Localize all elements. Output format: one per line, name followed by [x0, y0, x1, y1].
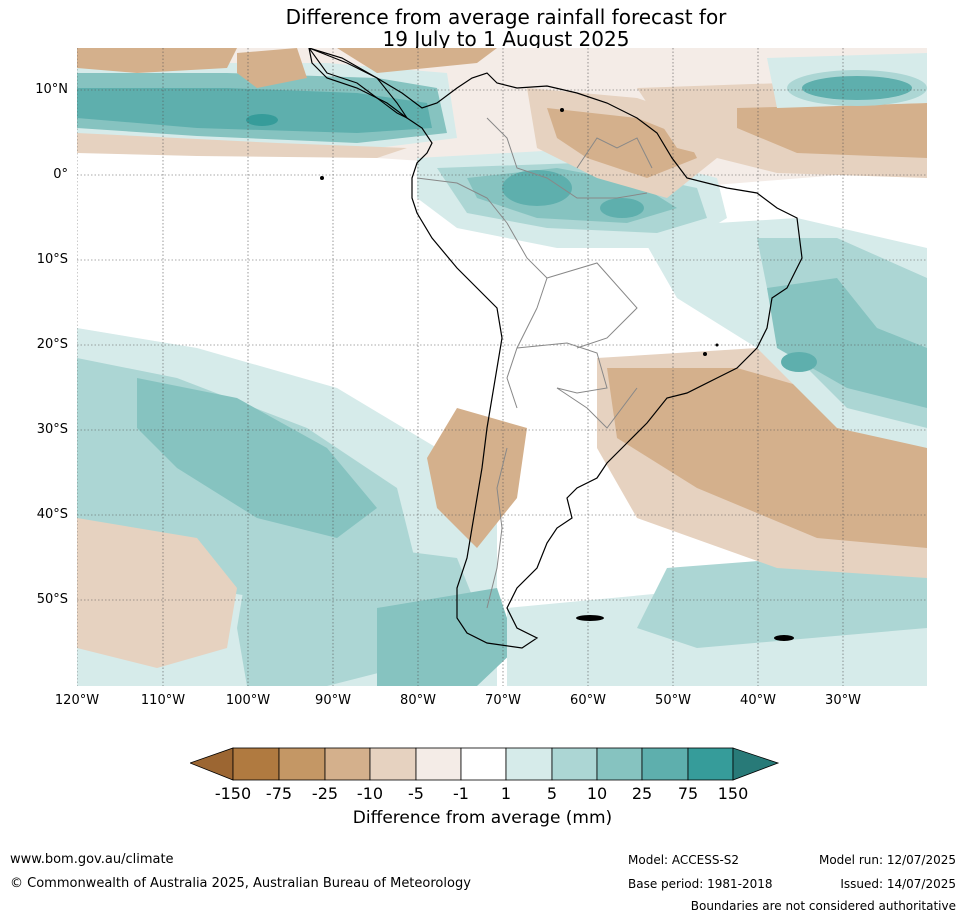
footer-copyright: © Commonwealth of Australia 2025, Austra… [10, 876, 471, 891]
anomaly-region [77, 88, 432, 133]
map-title-line2: 19 July to 1 August 2025 [382, 27, 630, 51]
lon-label-90W: 90°W [315, 693, 351, 708]
footer-issued: Issued: 14/07/2025 [840, 877, 956, 891]
colorbar-tick: 10 [586, 784, 608, 803]
footer-base-period: Base period: 1981-2018 [628, 877, 773, 891]
lat-label-50S: 50°S [36, 592, 68, 607]
colorbar-tick: -5 [408, 784, 424, 803]
anomaly-region [377, 588, 517, 686]
lat-label-30S: 30°S [36, 422, 68, 437]
colorbar-swatch [369, 747, 417, 781]
anomaly-region [427, 408, 527, 548]
anomaly-region [600, 198, 644, 218]
colorbar-label: Difference from average (mm) [352, 808, 613, 828]
lat-label-10N: 10°N [35, 82, 68, 97]
colorbar-swatch [278, 747, 326, 781]
anomaly-region [246, 114, 278, 126]
colorbar-tick: 25 [631, 784, 653, 803]
central-america-coastline [308, 48, 409, 120]
anomaly-region [802, 76, 912, 100]
colorbar-tick: 75 [677, 784, 699, 803]
lon-label-40W: 40°W [740, 693, 776, 708]
colorbar-swatch [460, 747, 507, 781]
colorbar-tick: -10 [356, 784, 384, 803]
colorbar-tick: -25 [311, 784, 339, 803]
anomaly-region [77, 133, 407, 158]
colorbar-swatch [596, 747, 643, 781]
lon-label-80W: 80°W [400, 693, 436, 708]
anomaly-region [502, 170, 572, 206]
colorbar-swatch [551, 747, 598, 781]
anomaly-region [237, 48, 307, 88]
colorbar-swatch [232, 747, 280, 781]
lat-label-20S: 20°S [36, 337, 68, 352]
lat-label-10S: 10°S [36, 252, 68, 267]
lon-label-60W: 60°W [570, 693, 606, 708]
anomaly-region [137, 378, 377, 538]
lon-label-100W: 100°W [225, 693, 271, 708]
anomaly-region [547, 108, 697, 178]
colorbar-swatch [641, 747, 689, 781]
colorbar-tick: 150 [717, 784, 749, 803]
anomaly-region [77, 48, 237, 73]
country-borders [416, 117, 653, 609]
lon-label-120W: 120°W [54, 693, 100, 708]
footer-model-run: Model run: 12/07/2025 [818, 853, 956, 867]
anomaly-region [781, 352, 817, 372]
colorbar-swatch [324, 747, 371, 781]
rainfall-map [77, 48, 927, 686]
anomaly-region [337, 48, 497, 73]
colorbar-tick: 5 [546, 784, 558, 803]
anomaly-region [77, 518, 237, 668]
footer-model: Model: ACCESS-S2 [628, 853, 740, 867]
footer-url: www.bom.gov.au/climate [10, 852, 174, 867]
colorbar-tick: -75 [265, 784, 293, 803]
map-title-line1: Difference from average rainfall forecas… [285, 5, 727, 29]
colorbar-tick: 1 [500, 784, 512, 803]
colorbar-arrow-high [732, 747, 780, 781]
colorbar-swatch [505, 747, 553, 781]
lat-label-40S: 40°S [36, 507, 68, 522]
colorbar-swatch [687, 747, 734, 781]
south-america-coastline [308, 48, 803, 649]
footer-disclaimer: Boundaries are not considered authoritat… [690, 899, 956, 913]
colorbar-arrow-low [190, 747, 234, 781]
colorbar-tick: -150 [214, 784, 252, 803]
islands [320, 108, 794, 641]
graticule [77, 48, 927, 686]
lat-label-0: 0° [53, 167, 68, 182]
lon-label-50W: 50°W [655, 693, 691, 708]
colorbar-tick: -1 [453, 784, 469, 803]
anomaly-region [767, 278, 927, 408]
colorbar-swatch [415, 747, 462, 781]
colorbar [190, 747, 780, 781]
lon-label-70W: 70°W [485, 693, 521, 708]
lon-label-30W: 30°W [825, 693, 861, 708]
anomaly-region [737, 103, 927, 158]
lon-label-110W: 110°W [140, 693, 186, 708]
